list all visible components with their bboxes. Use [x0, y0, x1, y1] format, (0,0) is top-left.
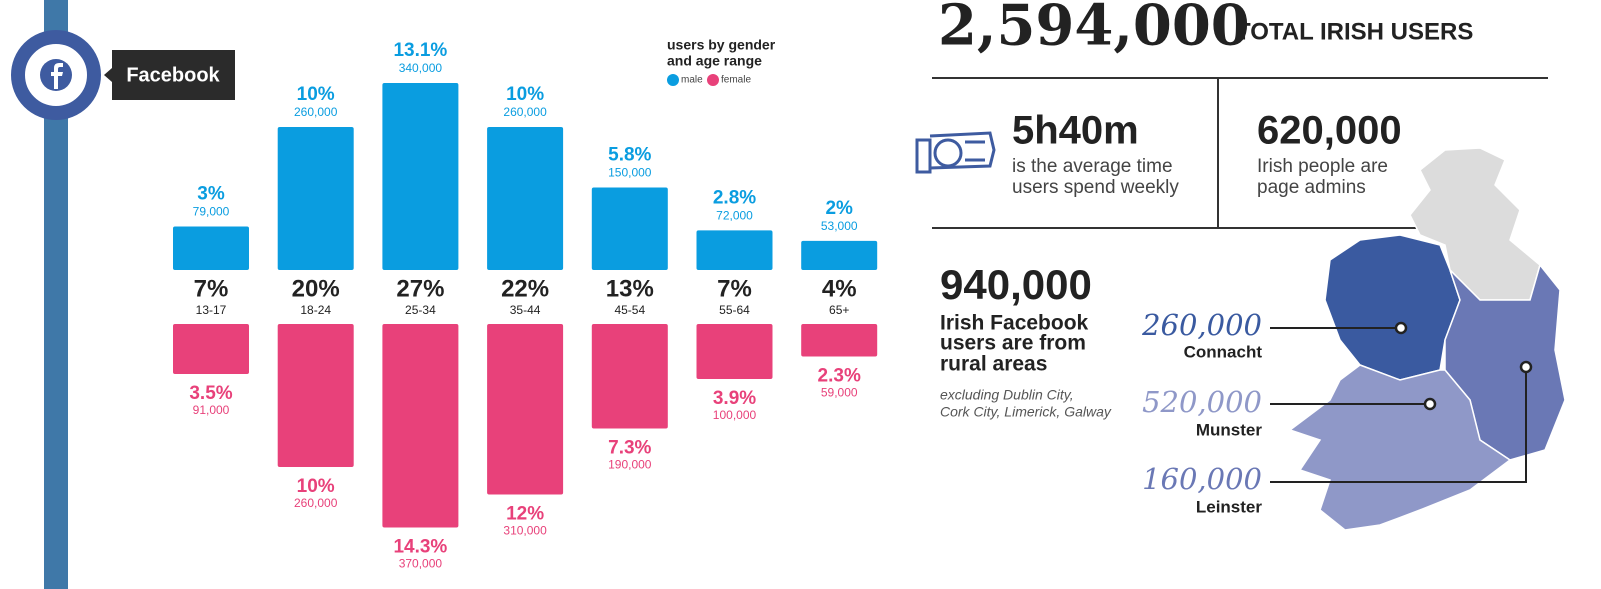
label-box [112, 50, 235, 100]
category-share: 7% [717, 275, 752, 302]
region-value: 160,000 [1142, 462, 1262, 496]
legend-label: male [681, 75, 703, 86]
share-label: 7.3% [608, 438, 651, 459]
share-label: 2% [825, 198, 853, 219]
x-tick-label: 35-44 [510, 303, 541, 317]
value-label: 150,000 [608, 166, 652, 180]
category-share: 13% [606, 275, 654, 302]
bar [696, 324, 773, 379]
x-tick-label: 13-17 [196, 303, 227, 317]
legend-swatch [667, 74, 679, 86]
value-label: 260,000 [294, 496, 338, 510]
legend-title: users by gender [667, 37, 776, 53]
bar [173, 324, 249, 375]
rural-note: Cork City, Limerick, Galway [940, 404, 1112, 420]
logo-f [51, 63, 63, 89]
x-tick-label: 65+ [829, 303, 849, 317]
value-label: 100,000 [713, 408, 757, 422]
legend-label: female [721, 75, 751, 86]
bar [801, 324, 878, 357]
value-label: 310,000 [503, 524, 547, 538]
share-label: 3.9% [713, 388, 756, 409]
region-value: 260,000 [1141, 308, 1262, 342]
value-label: 260,000 [294, 105, 338, 119]
watch-icon [915, 131, 996, 174]
bar [487, 324, 564, 495]
value-label: 53,000 [821, 219, 858, 233]
admins-value: 620,000 [1257, 109, 1402, 153]
legend-title: and age range [667, 53, 762, 69]
rural-value: 940,000 [940, 261, 1092, 308]
value-label: 79,000 [193, 205, 230, 219]
x-tick-label: 25-34 [405, 303, 436, 317]
share-label: 2.8% [713, 187, 756, 208]
share-label: 5.8% [608, 145, 651, 166]
bar [487, 127, 564, 270]
admins-text: Irish people are [1257, 156, 1388, 177]
category-share: 7% [194, 275, 229, 302]
x-tick-label: 18-24 [300, 303, 331, 317]
share-label: 2.3% [818, 365, 861, 386]
share-label: 3% [197, 184, 225, 205]
region-value: 520,000 [1142, 385, 1262, 419]
leaders [1270, 327, 1527, 483]
ulster [1409, 147, 1541, 301]
category-share: 4% [822, 275, 857, 302]
category-share: 22% [501, 275, 549, 302]
rural-note: excluding Dublin City, [940, 387, 1074, 403]
value-label: 260,000 [503, 105, 547, 119]
bar [801, 240, 878, 270]
bar [173, 226, 249, 270]
value-label: 370,000 [399, 557, 443, 571]
region-name: Munster [1196, 420, 1263, 439]
time-value: 5h40m [1012, 109, 1139, 153]
rural-text: rural areas [940, 353, 1047, 376]
share-label: 14.3% [393, 537, 447, 558]
x-tick-label: 55-64 [719, 303, 750, 317]
category-share: 20% [292, 275, 340, 302]
platform-label: Facebook [126, 64, 220, 86]
bar [382, 324, 459, 528]
share-label: 10% [297, 476, 335, 497]
map [1288, 147, 1566, 531]
time-text: users spend weekly [1012, 177, 1179, 198]
connacht [1324, 234, 1461, 381]
admins-text: page admins [1257, 177, 1366, 198]
value-label: 91,000 [193, 403, 230, 417]
x-tick-label: 45-54 [614, 303, 645, 317]
rural-text: Irish Facebook [940, 312, 1089, 335]
leinster [1444, 263, 1566, 461]
value-label: 72,000 [716, 209, 753, 223]
map-dots [1394, 321, 1533, 411]
share-label: 10% [506, 84, 544, 105]
bar [277, 324, 354, 467]
value-label: 190,000 [608, 458, 652, 472]
share-label: 10% [297, 84, 335, 105]
bar [382, 83, 459, 270]
value-label: 59,000 [821, 386, 858, 400]
share-label: 13.1% [393, 40, 447, 61]
bar [591, 324, 668, 429]
munster [1288, 364, 1512, 531]
region-name: Leinster [1196, 497, 1263, 516]
label-arrow [104, 68, 112, 82]
share-label: 3.5% [189, 383, 232, 404]
bar [696, 230, 773, 270]
bar [277, 127, 354, 270]
value-label: 340,000 [399, 61, 443, 75]
total-value: 2,594,000 [938, 0, 1250, 59]
legend-swatch [707, 74, 719, 86]
category-share: 27% [396, 275, 444, 302]
total-label: TOTAL IRISH USERS [1236, 18, 1473, 45]
region-name: Connacht [1184, 342, 1263, 361]
time-text: is the average time [1012, 156, 1173, 177]
share-label: 12% [506, 504, 544, 525]
rural-text: users are from [940, 332, 1086, 355]
bar [591, 187, 668, 270]
